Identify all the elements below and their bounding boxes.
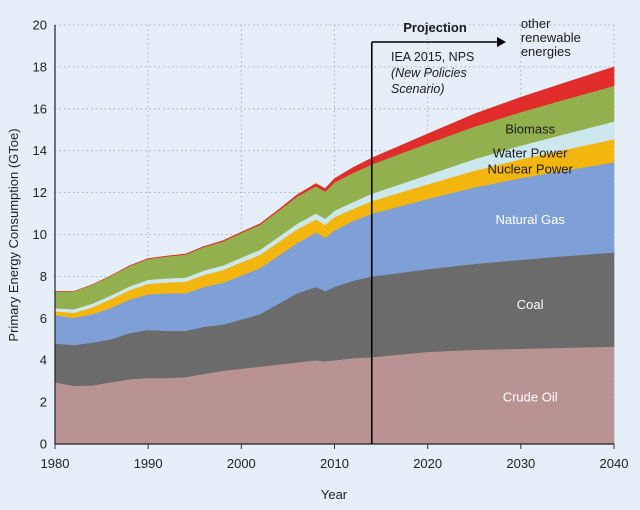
y-tick-label-2: 2 — [40, 395, 47, 410]
axes: 0 2 4 6 8 10 12 14 16 18 20 1980 1990 2000 2010 2020 203… — [33, 18, 629, 472]
y-tick-label-10: 10 — [33, 227, 47, 242]
series-label-coal: Coal — [517, 297, 544, 312]
series-labels: Crude Oil Coal Natural Gas Nuclear Power Wat… — [488, 16, 581, 404]
x-tick-label-1990: 1990 — [134, 456, 163, 471]
x-tick-label-2020: 2020 — [413, 456, 442, 471]
projection-arrow-head — [497, 37, 506, 47]
x-tick-label-2040: 2040 — [600, 456, 629, 471]
y-tick-label-8: 8 — [40, 269, 47, 284]
series-label-nuclear-power: Nuclear Power — [488, 162, 574, 177]
y-tick-label-6: 6 — [40, 311, 47, 326]
series-label-crude-oil: Crude Oil — [503, 389, 558, 404]
y-tick-label-12: 12 — [33, 185, 47, 200]
y-tick-label-14: 14 — [33, 143, 47, 158]
y-tick-label-20: 20 — [33, 18, 47, 33]
area-other-renewable-energies — [54, 66, 615, 292]
series-label-natural-gas: Natural Gas — [495, 212, 565, 227]
projection-annotation: Projection IEA 2015, NPS (New Policies Scen… — [370, 20, 506, 444]
series-label-water-power: Water Power — [493, 145, 568, 160]
y-tick-label-0: 0 — [40, 437, 47, 452]
projection-title: Projection — [403, 20, 467, 35]
projection-scenario-label: IEA 2015, NPS (New Policies Scenario) — [391, 50, 474, 96]
x-tick-label-2030: 2030 — [506, 456, 535, 471]
y-tick-label-16: 16 — [33, 101, 47, 116]
x-tick-label-2010: 2010 — [320, 456, 349, 471]
stacked-areas — [54, 66, 615, 445]
x-tick-label-1980: 1980 — [41, 456, 70, 471]
series-label-other-renewable-energies: other renewable energies — [521, 16, 581, 59]
y-axis-title: Primary Energy Consumption (GToe) — [6, 128, 21, 341]
y-tick-label-18: 18 — [33, 59, 47, 74]
series-label-biomass: Biomass — [505, 122, 555, 137]
x-tick-label-2000: 2000 — [227, 456, 256, 471]
x-axis-title: Year — [321, 487, 348, 502]
y-tick-label-4: 4 — [40, 353, 47, 368]
